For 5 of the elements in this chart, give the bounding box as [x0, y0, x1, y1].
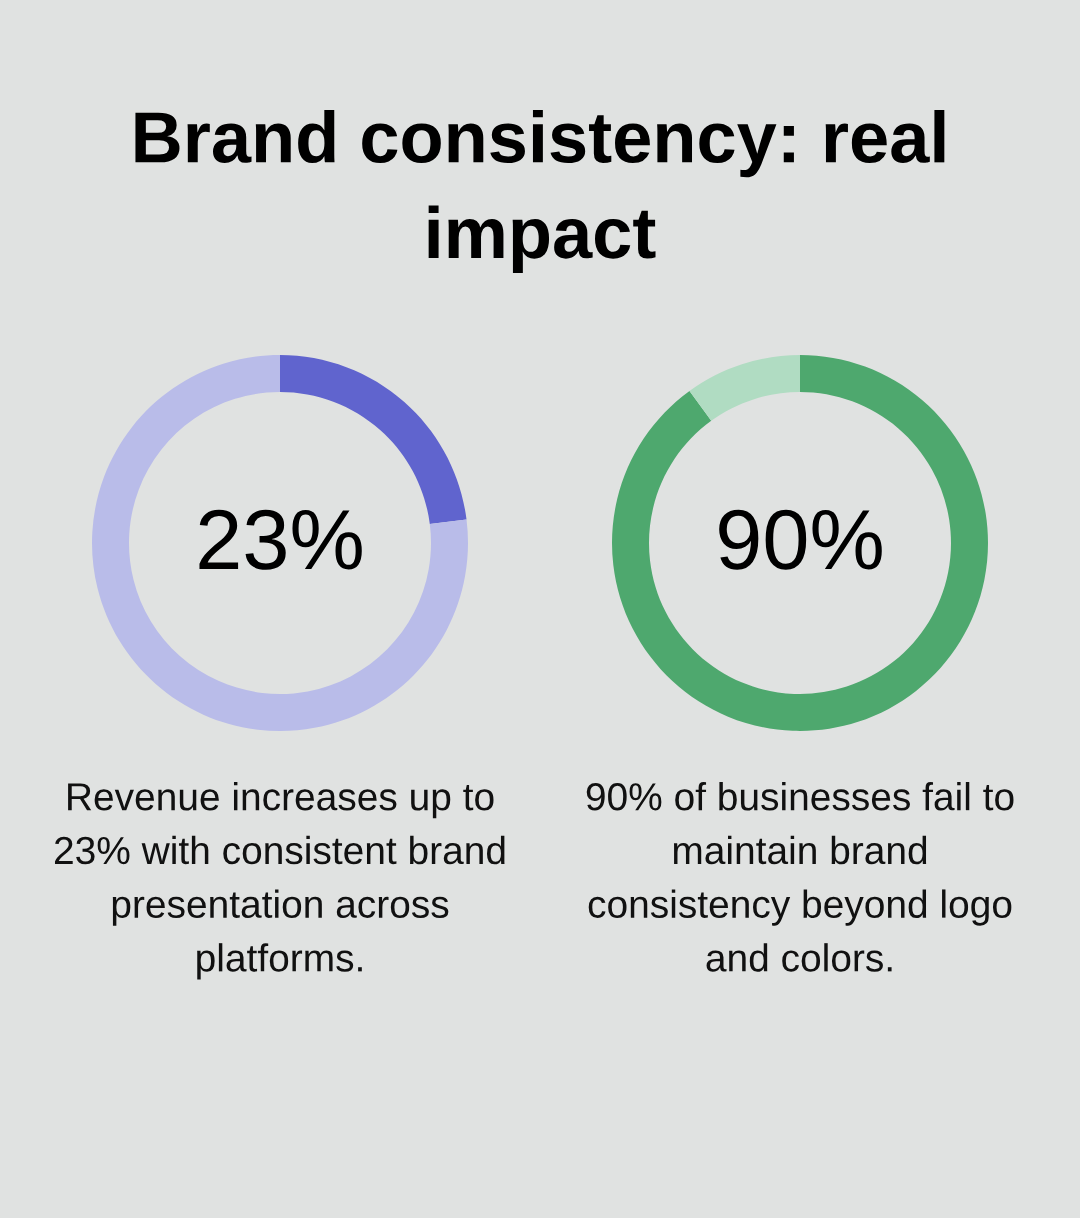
data-label: 90% [719, 509, 882, 570]
chart-title: Brand consistency: real impact [135, 110, 945, 273]
text: 90% of businesses fail to maintain brand consistency beyond logo and colors. [586, 782, 1014, 972]
data-label: 23% [199, 509, 362, 570]
text: Revenue increases up to 23% with consistent brand presentation across platforms. [54, 782, 505, 980]
